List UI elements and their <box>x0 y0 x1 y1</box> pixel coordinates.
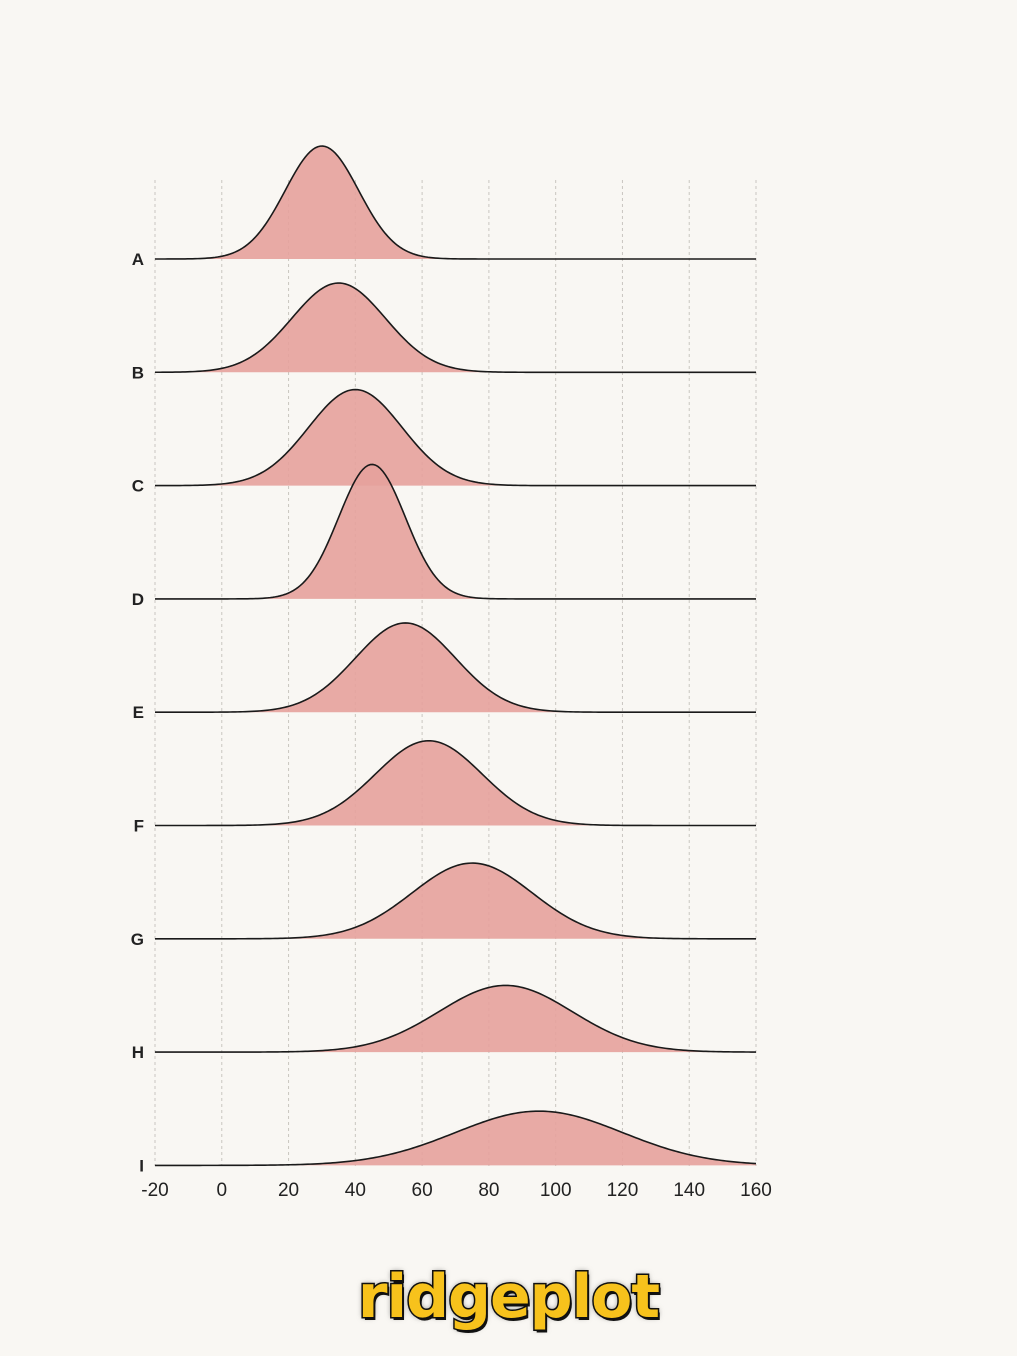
ridge-area-F <box>155 740 756 826</box>
ridge-C: C <box>132 388 756 496</box>
row-label-G: G <box>131 930 144 949</box>
ridge-B: B <box>132 282 756 382</box>
x-tick-label: 20 <box>278 1180 299 1201</box>
x-tick-label: 140 <box>673 1180 705 1201</box>
ridge-line-C <box>155 388 756 487</box>
ridge-area-H <box>155 985 756 1053</box>
ridge-F: F <box>134 739 756 836</box>
ridge-line-F <box>155 739 756 827</box>
ridge-area-I <box>155 1111 756 1166</box>
row-label-C: C <box>132 477 144 496</box>
ridge-line-G <box>155 862 756 940</box>
ridge-G: G <box>131 862 756 949</box>
row-label-D: D <box>132 590 144 609</box>
x-tick-label: 40 <box>345 1180 366 1201</box>
ridges: A B C D E F G H I <box>131 145 757 1175</box>
ridge-I: I <box>139 1110 757 1175</box>
x-tick-label: 60 <box>412 1180 433 1201</box>
ridge-area-E <box>155 622 756 713</box>
ridge-area-C <box>155 389 756 486</box>
ridge-line-D <box>155 463 756 600</box>
x-tick-label: -20 <box>141 1180 168 1201</box>
ridge-line-H <box>155 984 757 1053</box>
row-label-I: I <box>139 1156 144 1175</box>
ridge-line-A <box>154 145 756 260</box>
ridge-line-I <box>155 1110 757 1167</box>
row-label-A: A <box>132 250 144 269</box>
x-tick-label: 0 <box>216 1180 227 1201</box>
ridge-area-B <box>155 283 756 373</box>
ridge-A: A <box>132 145 756 269</box>
row-label-E: E <box>133 703 144 722</box>
ridge-area-G <box>155 863 756 939</box>
ridge-D: D <box>132 463 756 609</box>
x-tick-label: 160 <box>740 1180 772 1201</box>
ridge-area-A <box>155 146 756 259</box>
row-label-F: F <box>134 817 144 836</box>
row-label-H: H <box>132 1043 144 1062</box>
caption-title: ridgeplot <box>356 1261 661 1334</box>
x-tick-label: 120 <box>607 1180 639 1201</box>
ridge-line-B <box>154 282 756 374</box>
row-label-B: B <box>132 363 144 382</box>
ridge-E: E <box>133 622 756 722</box>
ridge-H: H <box>132 984 757 1062</box>
x-tick-label: 100 <box>540 1180 572 1201</box>
x-tick-label: 80 <box>478 1180 499 1201</box>
ridge-line-E <box>155 622 756 713</box>
x-axis-ticks: -20 0 20 40 60 80 100 120 140 160 <box>141 1180 772 1201</box>
